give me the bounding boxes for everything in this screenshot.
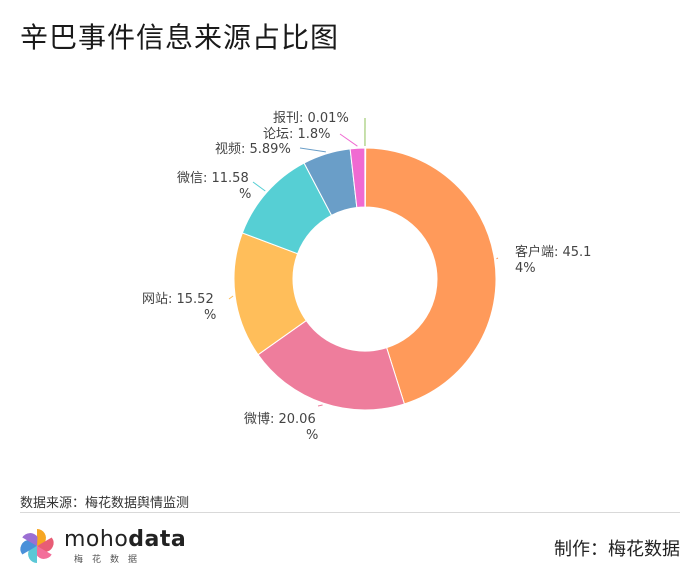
slice-7 bbox=[364, 147, 367, 208]
leader-line-1 bbox=[496, 257, 499, 260]
slice-label-6: 论坛: 1.8% bbox=[263, 127, 331, 142]
maker-credit: 制作：梅花数据 bbox=[554, 539, 680, 560]
slice-label-1: 客户端: 45.1 4% bbox=[515, 244, 591, 276]
leader-line-3 bbox=[228, 295, 234, 300]
slice-labels: 客户端: 45.1 4% 微博: 20.06 % 网站: 15.52 % 微信: 11.58… bbox=[142, 111, 591, 443]
brand-logo: mohodata 梅花数据 bbox=[18, 526, 186, 566]
donut-slices bbox=[233, 147, 497, 411]
leader-line-2 bbox=[317, 404, 323, 407]
pinwheel-logo-icon bbox=[20, 529, 54, 563]
footer-divider bbox=[20, 512, 680, 513]
leader-line-4 bbox=[252, 181, 266, 192]
label-leader-lines bbox=[228, 117, 499, 407]
leader-line-5 bbox=[299, 147, 326, 153]
slice-label-5: 视频: 5.89% bbox=[215, 142, 291, 157]
slice-label-4: 微信: 11.58% bbox=[177, 171, 251, 202]
data-source-note: 数据来源：梅花数据舆情监测 bbox=[20, 496, 190, 511]
slice-1 bbox=[364, 147, 497, 405]
slice-label-2: 微博: 20.06% bbox=[244, 412, 318, 443]
slice-label-3: 网站: 15.52% bbox=[142, 292, 216, 323]
slice-2 bbox=[257, 319, 406, 411]
leader-line-6 bbox=[339, 133, 358, 147]
logo-wordmark: mohodata bbox=[64, 526, 187, 552]
donut-chart: 客户端: 45.1 4% 微博: 20.06 % 网站: 15.52 % 微信: 11.58… bbox=[142, 111, 591, 443]
slice-label-7: 报刊: 0.01% bbox=[273, 111, 349, 126]
logo-subtitle: 梅花数据 bbox=[74, 554, 147, 565]
chart-title: 辛巴事件信息来源占比图 bbox=[20, 21, 340, 54]
